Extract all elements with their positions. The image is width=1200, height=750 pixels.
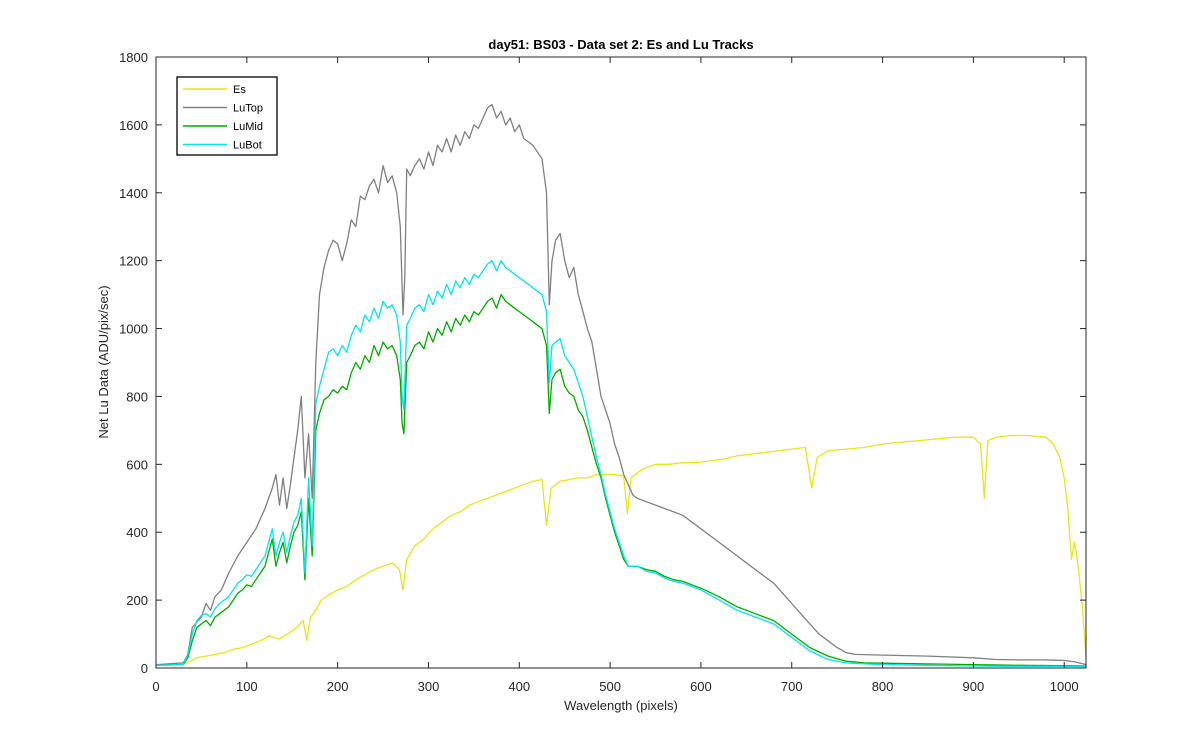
x-axis-label: Wavelength (pixels) bbox=[564, 698, 678, 713]
series-line-lubot bbox=[155, 260, 1087, 668]
x-tick-label: 900 bbox=[963, 679, 985, 694]
x-tick-label: 600 bbox=[690, 679, 712, 694]
x-tick-label: 0 bbox=[152, 679, 159, 694]
y-tick-label: 200 bbox=[126, 593, 148, 608]
y-tick-label: 400 bbox=[126, 525, 148, 540]
x-tick-label: 300 bbox=[418, 679, 440, 694]
x-tick-label: 200 bbox=[327, 679, 349, 694]
y-axis-label: Net Lu Data (ADU/pix/sec) bbox=[96, 285, 111, 438]
x-tick-label: 1000 bbox=[1050, 679, 1079, 694]
x-tick-label: 100 bbox=[236, 679, 258, 694]
series-line-lumid bbox=[155, 293, 1087, 667]
y-tick-label: 0 bbox=[141, 661, 148, 676]
y-tick-label: 1200 bbox=[119, 254, 148, 269]
ticks-layer: 0 100 200 300 400 500 600 700 800 900 1000 0 200 400 6… bbox=[119, 50, 1086, 694]
legend: Es LuTop LuMid LuBot bbox=[176, 76, 278, 156]
legend-label-lutop: LuTop bbox=[233, 103, 263, 115]
chart-title: day51: BS03 - Data set 2: Es and Lu Trac… bbox=[488, 37, 753, 52]
axes-box bbox=[155, 56, 1087, 669]
series-line-lutop bbox=[155, 103, 1087, 666]
plot-area bbox=[156, 57, 1086, 668]
legend-label-lumid: LuMid bbox=[233, 121, 263, 133]
y-tick-label: 600 bbox=[126, 457, 148, 472]
legend-label-es: Es bbox=[233, 84, 246, 96]
x-tick-label: 500 bbox=[599, 679, 621, 694]
series-line-es bbox=[155, 434, 1087, 666]
x-tick-label: 800 bbox=[872, 679, 894, 694]
y-tick-label: 800 bbox=[126, 389, 148, 404]
y-tick-label: 1600 bbox=[119, 118, 148, 133]
legend-box bbox=[176, 76, 278, 156]
y-tick-label: 1400 bbox=[119, 186, 148, 201]
y-tick-label: 1000 bbox=[119, 322, 148, 337]
x-tick-label: 400 bbox=[508, 679, 530, 694]
x-tick-label: 700 bbox=[781, 679, 803, 694]
series-layer bbox=[155, 103, 1087, 668]
legend-label-lubot: LuBot bbox=[233, 140, 262, 152]
y-tick-label: 1800 bbox=[119, 50, 148, 65]
